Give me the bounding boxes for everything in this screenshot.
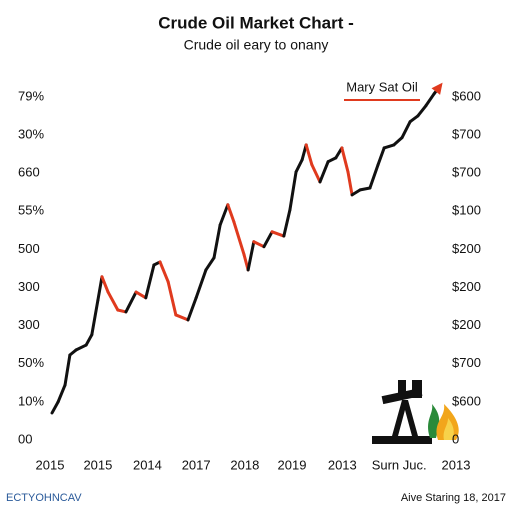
y-tick-label: 30% [18,126,44,141]
price-segment [218,203,230,227]
price-segment [166,280,178,317]
x-tick-label: 2013 [442,457,471,472]
price-segment [158,260,170,284]
price-segment [174,313,190,322]
price-segment [340,146,350,174]
x-tick-label: Surn Juc. [372,457,427,472]
price-segment [56,383,67,404]
x-tick-label: 2015 [36,457,65,472]
y2-tick-label: $700 [452,165,481,180]
price-segment [212,223,222,260]
price-segment [84,333,94,347]
price-segment [186,296,198,322]
price-segment [226,203,236,224]
y2-tick-label: $200 [452,241,481,256]
y2-tick-label: $600 [452,88,481,103]
price-segment [252,240,266,249]
y-tick-label: 79% [18,88,44,103]
price-segment [368,163,380,190]
footer-left: ECTYOHNCAV [6,492,82,504]
y2-tick-label: $700 [452,355,481,370]
price-segment [304,143,314,167]
y2-tick-label: $700 [452,126,481,141]
y-tick-label: 10% [18,393,44,408]
price-segment [90,298,100,337]
price-segment [194,268,208,300]
price-segment [74,343,88,352]
x-tick-label: 2018 [230,457,259,472]
x-tick-label: 2019 [278,457,307,472]
price-segment [106,290,120,312]
price-segment [392,136,404,147]
price-segment [350,188,362,197]
price-segment [408,114,420,124]
price-segment [96,275,104,302]
price-segment [424,92,436,108]
price-segment [376,146,386,167]
price-segment [144,263,156,300]
y-tick-label: 300 [18,279,40,294]
y2-tick-label: $200 [452,317,481,332]
price-segment [134,290,148,300]
price-segment [100,275,110,294]
price-segment [416,104,428,118]
price-segment [246,240,256,272]
chart-title: Crude Oil Market Chart - [158,13,354,32]
x-tick-label: 2014 [133,457,162,472]
y-tick-label: 50% [18,355,44,370]
price-segment [400,120,412,140]
x-tick-label: 2013 [328,457,357,472]
footer-right: Aive Staring 18, 2017 [401,492,506,504]
y-tick-label: 00 [18,431,32,446]
x-tick-label: 2015 [83,457,112,472]
y-tick-label: 500 [18,241,40,256]
price-segment [310,163,322,184]
chart-subtitle: Crude oil eary to onany [184,37,329,53]
price-segment [294,158,304,174]
price-segment [346,170,354,197]
price-segment [282,208,292,238]
annotation: Mary Sat Oil [346,79,418,94]
x-tick-label: 2017 [182,457,211,472]
y2-tick-label: $600 [452,393,481,408]
price-segment [270,230,286,238]
oil-pump-icon [372,380,459,444]
price-segment [318,160,330,184]
y-tick-label: 55% [18,203,44,218]
y2-tick-label: 0 [452,431,459,446]
price-segment [288,170,298,212]
price-segment [63,353,72,387]
price-segment [232,220,246,257]
y-tick-label: 660 [18,165,40,180]
price-segment [358,186,372,192]
price-segment [50,400,60,415]
price-segment [382,143,396,150]
price-segment [124,290,138,314]
y2-tick-label: $200 [452,279,481,294]
price-segment [262,230,274,249]
y2-tick-label: $100 [452,203,481,218]
price-segment [204,256,216,272]
y-tick-label: 300 [18,317,40,332]
arrow-head [431,82,443,95]
